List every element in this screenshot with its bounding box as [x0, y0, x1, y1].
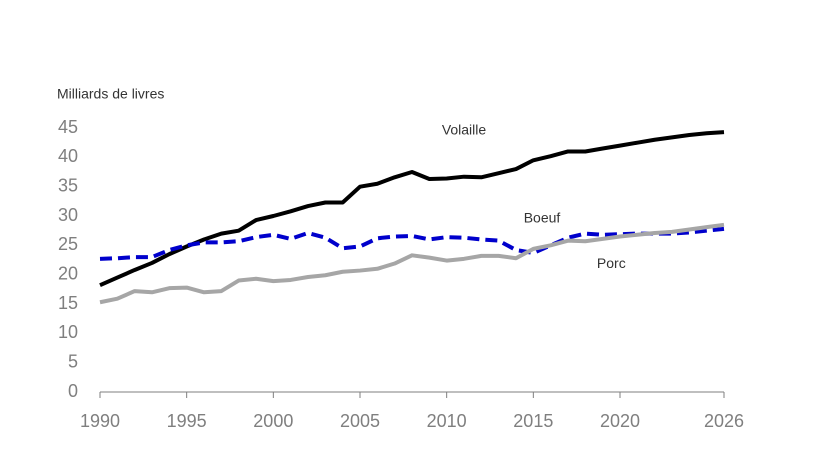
x-tick-label: 2020 — [600, 411, 640, 431]
y-tick-label: 15 — [58, 293, 78, 313]
y-tick-label: 25 — [58, 234, 78, 254]
y-tick-label: 10 — [58, 322, 78, 342]
x-tick-label: 1995 — [167, 411, 207, 431]
y-tick-label: 5 — [68, 351, 78, 371]
series-label: Volaille — [442, 122, 487, 138]
y-tick-label: 45 — [58, 117, 78, 137]
series-label: Boeuf — [524, 210, 561, 226]
x-tick-label: 2015 — [513, 411, 553, 431]
x-tick-label: 2010 — [427, 411, 467, 431]
x-tick-label: 2026 — [704, 411, 744, 431]
y-tick-label: 20 — [58, 263, 78, 283]
series-line — [99, 222, 725, 305]
x-tick-label: 2000 — [253, 411, 293, 431]
y-tick-label: 0 — [68, 381, 78, 401]
y-tick-label: 40 — [58, 146, 78, 166]
series-line — [99, 130, 725, 288]
y-tick-label: 30 — [58, 205, 78, 225]
y-tick-label: 35 — [58, 175, 78, 195]
series-label: Porc — [597, 255, 626, 271]
y-axis-title: Milliards de livres — [57, 86, 164, 102]
x-tick-label: 1990 — [80, 411, 120, 431]
x-tick-label: 2005 — [340, 411, 380, 431]
